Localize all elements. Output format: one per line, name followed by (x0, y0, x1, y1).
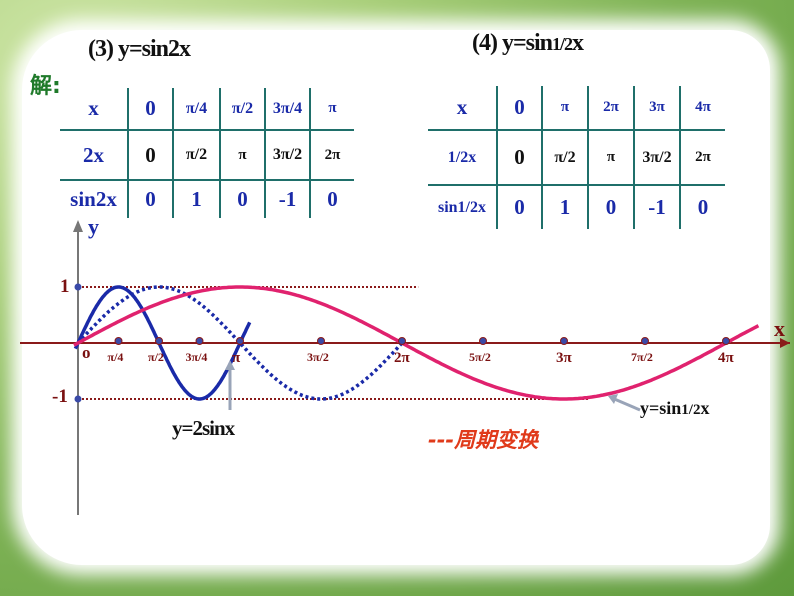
table-cell: π/2 (219, 88, 265, 130)
row-header: 1/2x (428, 129, 497, 185)
table-cell: 0 (496, 129, 542, 185)
curve-sin2x (73, 285, 252, 401)
table-cell: 0 (127, 129, 173, 180)
origin-label: o (82, 343, 91, 362)
table-cell: π/2 (541, 129, 588, 185)
table-cell: 0 (496, 86, 542, 130)
left-title: (3) y=sin2x (88, 36, 191, 62)
table-cell: 0 (127, 179, 173, 218)
x-axis-label: x (774, 316, 785, 341)
x-tick-label: π/2 (148, 350, 164, 364)
tick-dot (317, 337, 325, 345)
right-title-fraction: 1/2 (552, 34, 573, 54)
tick-dot (722, 337, 730, 345)
tick-dot (74, 283, 82, 291)
solution-label: 解: (30, 74, 61, 99)
table-cell: π (309, 88, 354, 130)
right-title-suffix: x (572, 30, 584, 56)
curve-label-pink-suffix: x (700, 398, 710, 418)
row-header: x (456, 95, 468, 119)
table-cell: π/4 (172, 88, 220, 130)
curve-sinx (76, 285, 404, 401)
curve-label-blue: y=2sinx (172, 416, 235, 440)
x-tick-label: 3π/2 (307, 350, 329, 364)
table-row: x 0 π 2π 3π 4π (428, 86, 725, 130)
table-sin2x: x 0 π/4 π/2 3π/4 π 2x 0 π/2 π 3π/2 2π sin2x 0 1 0 -1 0 (60, 88, 354, 218)
table-cell: -1 (633, 184, 680, 229)
curve-sin-half-x (73, 285, 760, 401)
table-cell: 2π (309, 129, 354, 180)
right-title: (4) y=sin1/2x (472, 30, 584, 57)
table-cell: π (587, 129, 634, 185)
table-cell: π/2 (172, 129, 220, 180)
y-axis-arrow (73, 220, 83, 232)
label-arrow (611, 396, 641, 412)
x-tick-label: 4π (718, 350, 734, 366)
table-cell: 3π/4 (264, 88, 310, 130)
table-row: sin2x 0 1 0 -1 0 (60, 179, 354, 218)
label-arrow-head (608, 394, 618, 404)
x-tick-label: 7π/2 (631, 350, 653, 364)
curve-label-pink: y=sin1/2x (640, 398, 709, 419)
table-cell: 0 (219, 179, 265, 218)
curve-label-pink-prefix: y=sin (640, 398, 682, 418)
tick-dot (479, 337, 487, 345)
table-row: 2x 0 π/2 π 3π/2 2π (60, 129, 354, 180)
table-cell: 2π (679, 129, 725, 185)
table-cell: 0 (309, 179, 354, 218)
tick-dot (236, 337, 244, 345)
row-header: sin1/2x (428, 184, 497, 229)
table-cell: 3π (633, 86, 680, 130)
tick-dot (195, 337, 204, 345)
table-row: sin1/2x 0 1 0 -1 0 (428, 184, 725, 229)
table-cell: 0 (587, 184, 634, 229)
table-cell: 3π/2 (633, 129, 680, 185)
x-tick-label: 2π (394, 350, 410, 366)
table-sin-half-x: x 0 π 2π 3π 4π 1/2x 0 π/2 π 3π/2 2π sin1/2x 0 1 0 -1 0 (428, 86, 725, 229)
y-tick-label: -1 (52, 386, 68, 407)
x-tick-label: π (232, 350, 241, 366)
table-cell: π (541, 86, 588, 130)
table-cell: 0 (127, 88, 173, 130)
x-tick-label: 3π (556, 350, 572, 366)
table-cell: 0 (679, 184, 725, 229)
table-cell: π (219, 129, 265, 180)
y-axis-label: y (88, 214, 99, 239)
row-header: sin2x (60, 179, 128, 218)
x-tick-label: π/4 (107, 350, 124, 364)
table-cell: 1 (172, 179, 220, 218)
table-row: 1/2x 0 π/2 π 3π/2 2π (428, 129, 725, 185)
row-header: 2x (60, 129, 128, 180)
tick-dot (560, 337, 568, 345)
caption-period-transform: ---周期变换 (428, 428, 539, 452)
table-cell: 2π (587, 86, 634, 130)
table-cell: 0 (496, 184, 542, 229)
right-title-prefix: (4) y=sin (472, 30, 553, 56)
x-tick-label: 5π/2 (469, 350, 491, 364)
table-row: x 0 π/4 π/2 3π/4 π (60, 88, 354, 130)
tick-dot (641, 337, 649, 345)
curve-label-pink-fraction: 1/2 (681, 402, 701, 418)
y-tick-label: 1 (60, 276, 70, 297)
label-arrow-head (225, 360, 235, 370)
table-cell: 1 (541, 184, 588, 229)
row-header: x (88, 96, 99, 120)
tick-dot (74, 395, 82, 403)
table-cell: 4π (679, 86, 725, 130)
x-tick-label: 3π/4 (185, 350, 208, 364)
tick-dot (398, 337, 406, 345)
x-axis-arrow (780, 338, 790, 348)
tick-dot (114, 337, 123, 345)
tick-dot (155, 337, 163, 345)
table-cell: -1 (264, 179, 310, 218)
table-cell: 3π/2 (264, 129, 310, 180)
